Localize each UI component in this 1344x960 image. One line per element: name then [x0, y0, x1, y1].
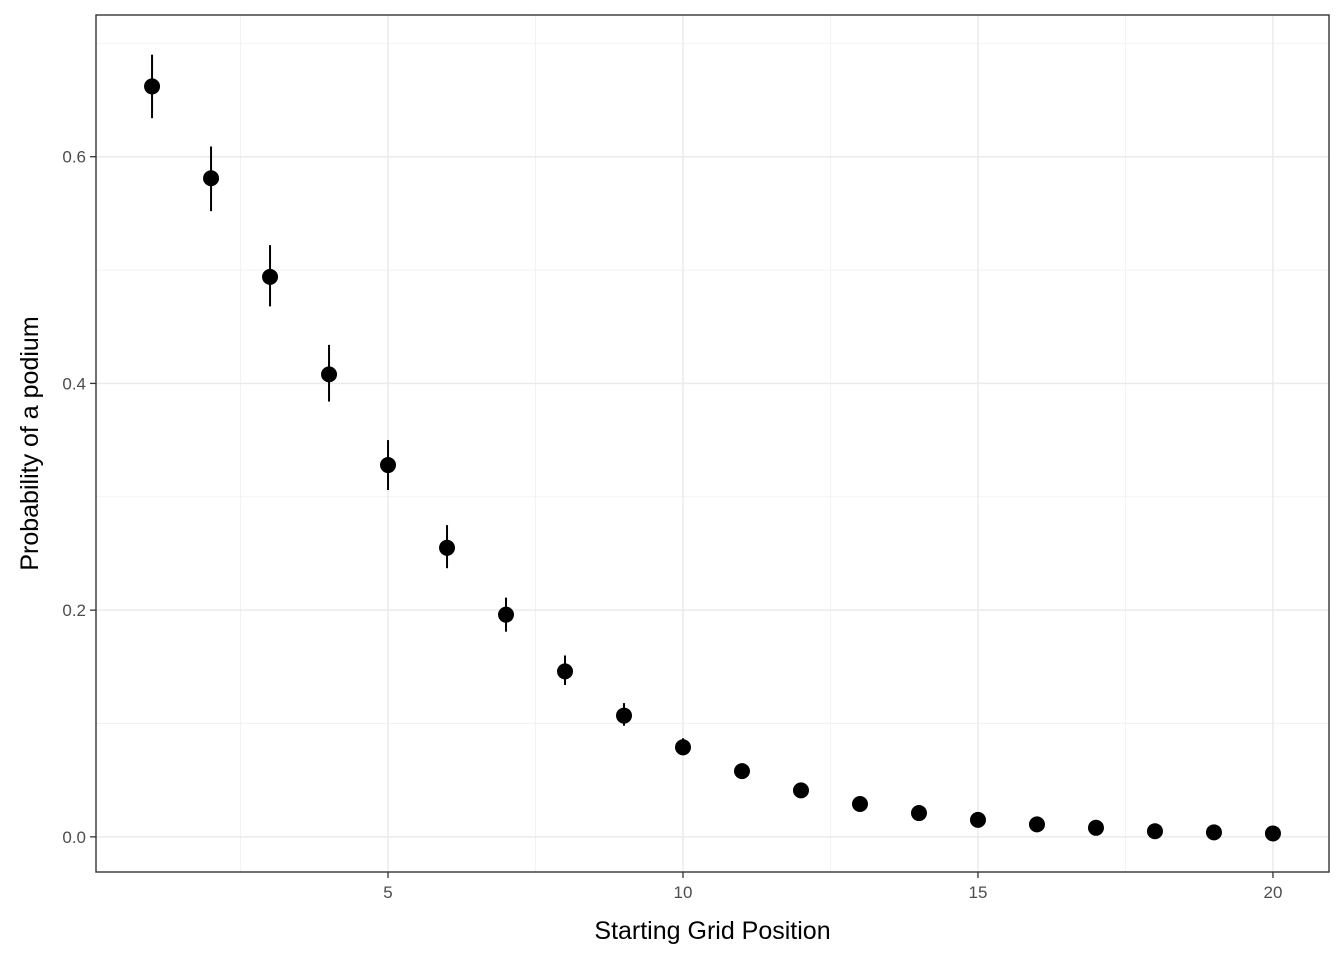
- data-point: [910, 805, 927, 822]
- data-point: [498, 606, 515, 623]
- y-tick-label: 0.4: [62, 374, 86, 393]
- y-tick-label: 0.2: [62, 601, 86, 620]
- data-point: [321, 366, 338, 383]
- data-points: [144, 54, 1281, 842]
- y-axis-title: Probability of a podium: [16, 316, 44, 570]
- data-point: [1264, 825, 1281, 842]
- x-tick-label: 10: [674, 883, 693, 902]
- data-point: [557, 663, 574, 680]
- data-point: [851, 795, 868, 812]
- data-point: [1028, 816, 1045, 833]
- data-point: [1087, 819, 1104, 836]
- y-tick-label: 0.0: [62, 828, 86, 847]
- x-tick-label: 5: [383, 883, 392, 902]
- data-point: [675, 739, 692, 756]
- grid-lines: [96, 15, 1329, 872]
- x-axis-title: Starting Grid Position: [594, 917, 830, 945]
- data-point: [1205, 824, 1222, 841]
- data-point: [969, 811, 986, 828]
- x-tick-label: 20: [1263, 883, 1282, 902]
- y-tick-label: 0.6: [62, 148, 86, 167]
- x-tick-label: 15: [969, 883, 988, 902]
- panel-border: [95, 14, 1330, 873]
- data-point: [1146, 823, 1163, 840]
- data-point: [733, 763, 750, 780]
- data-point: [792, 782, 809, 799]
- data-point: [439, 539, 456, 556]
- data-point: [262, 268, 279, 285]
- data-point: [144, 78, 161, 95]
- axes: 5 10 15 20 0.0 0.2 0.4 0.6: [62, 148, 1282, 902]
- data-point: [203, 170, 220, 187]
- data-point: [616, 707, 633, 724]
- data-point: [380, 457, 397, 474]
